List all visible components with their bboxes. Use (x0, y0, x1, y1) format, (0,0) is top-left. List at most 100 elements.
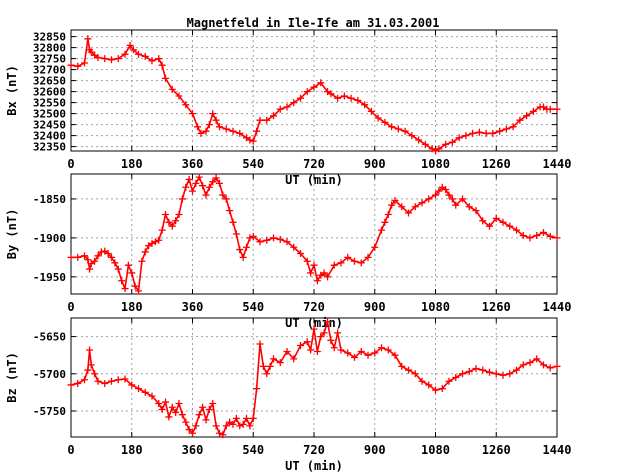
data-point-by (486, 222, 493, 230)
data-point-by (533, 232, 541, 240)
x-tick-label: 180 (121, 443, 143, 457)
data-point-bx (455, 134, 463, 142)
data-point-bx (270, 112, 277, 120)
y-axis-label: Bz (nT) (5, 352, 19, 403)
data-point-by (384, 211, 392, 219)
y-tick-label: -5700 (33, 368, 66, 381)
data-point-by (111, 259, 119, 267)
x-tick-label: 720 (303, 443, 325, 457)
data-point-by (232, 230, 240, 238)
data-point-by (330, 261, 338, 269)
data-point-by (195, 173, 203, 181)
data-point-bx (126, 41, 134, 49)
data-point-bx (374, 114, 382, 122)
x-tick-label: 540 (242, 300, 264, 314)
data-point-bx (253, 127, 261, 135)
data-point-by (249, 232, 257, 240)
data-point-bz (519, 361, 527, 369)
x-tick-label: 900 (364, 443, 386, 457)
data-point-bx (408, 132, 416, 140)
data-point-bz (432, 386, 439, 394)
data-point-by (519, 232, 527, 240)
data-point-by (108, 253, 115, 261)
data-point-bx (87, 48, 95, 56)
data-point-bx (297, 94, 304, 102)
data-point-by (168, 222, 176, 230)
data-point-bz (165, 413, 173, 421)
data-point-bx (158, 61, 166, 69)
data-point-by (307, 269, 315, 277)
data-point-bz (192, 422, 200, 430)
data-point-by (114, 265, 122, 273)
data-point-bz (344, 349, 352, 357)
data-point-bz (533, 355, 541, 363)
data-point-by (391, 196, 399, 204)
data-point-bx (546, 105, 554, 113)
data-point-by (246, 234, 254, 242)
data-point-bx (212, 116, 220, 124)
x-tick-label: 180 (121, 157, 143, 171)
y-tick-label: 32700 (33, 64, 66, 77)
data-point-bx (194, 123, 202, 131)
data-point-bz (175, 400, 183, 408)
data-point-bx (129, 46, 137, 54)
data-point-bz (256, 340, 264, 348)
data-point-bz (253, 385, 261, 393)
data-point-bz (320, 329, 328, 337)
data-point-by (526, 234, 534, 242)
data-point-by (205, 183, 213, 191)
y-tick-label: 32750 (33, 53, 66, 66)
x-tick-label: 180 (121, 300, 143, 314)
x-axis-label: UT (min) (285, 459, 343, 473)
data-point-by (398, 203, 406, 211)
data-point-by (270, 234, 277, 242)
data-point-by (86, 265, 94, 273)
data-point-bx (135, 50, 142, 58)
y-tick-label: 32600 (33, 86, 66, 99)
data-point-bz (141, 388, 149, 396)
data-point-by (141, 248, 149, 256)
data-point-by (239, 253, 247, 261)
data-point-bz (189, 429, 196, 437)
data-point-bz (351, 353, 358, 361)
data-point-by (189, 187, 196, 195)
data-point-by (506, 222, 514, 230)
data-point-bx (469, 129, 477, 137)
data-point-bx (141, 52, 149, 60)
data-point-by (256, 238, 264, 246)
data-point-by (104, 249, 112, 257)
data-point-bz (283, 347, 291, 355)
data-point-bz (216, 429, 223, 437)
data-point-bx (148, 57, 156, 65)
data-point-bz (276, 359, 284, 367)
data-point-bz (411, 370, 419, 378)
data-point-by (182, 183, 190, 191)
data-point-bz (270, 355, 277, 363)
data-point-bx (283, 103, 291, 111)
data-point-by (432, 191, 439, 199)
y-tick-label: 32400 (33, 130, 66, 143)
data-point-bz (239, 420, 247, 428)
data-point-by (229, 218, 237, 226)
data-point-by (148, 239, 156, 247)
data-point-by (411, 203, 419, 211)
data-point-bx (489, 129, 497, 137)
data-point-by (222, 195, 230, 203)
data-point-bz (391, 351, 399, 359)
data-point-by (91, 257, 99, 265)
data-point-bx (162, 74, 169, 82)
data-point-bx (310, 83, 318, 91)
data-point-bz (486, 368, 493, 376)
data-point-bz (209, 400, 217, 408)
x-tick-label: 0 (67, 157, 74, 171)
data-point-by (219, 191, 227, 199)
data-point-bx (388, 123, 396, 131)
data-point-by (212, 174, 220, 182)
data-point-by (276, 235, 284, 243)
y-tick-label: 32800 (33, 42, 66, 55)
x-tick-label: 1440 (543, 300, 572, 314)
data-point-bz (526, 359, 534, 367)
data-point-bx (175, 92, 183, 100)
data-point-bx (327, 90, 335, 98)
data-point-bx (442, 140, 450, 148)
